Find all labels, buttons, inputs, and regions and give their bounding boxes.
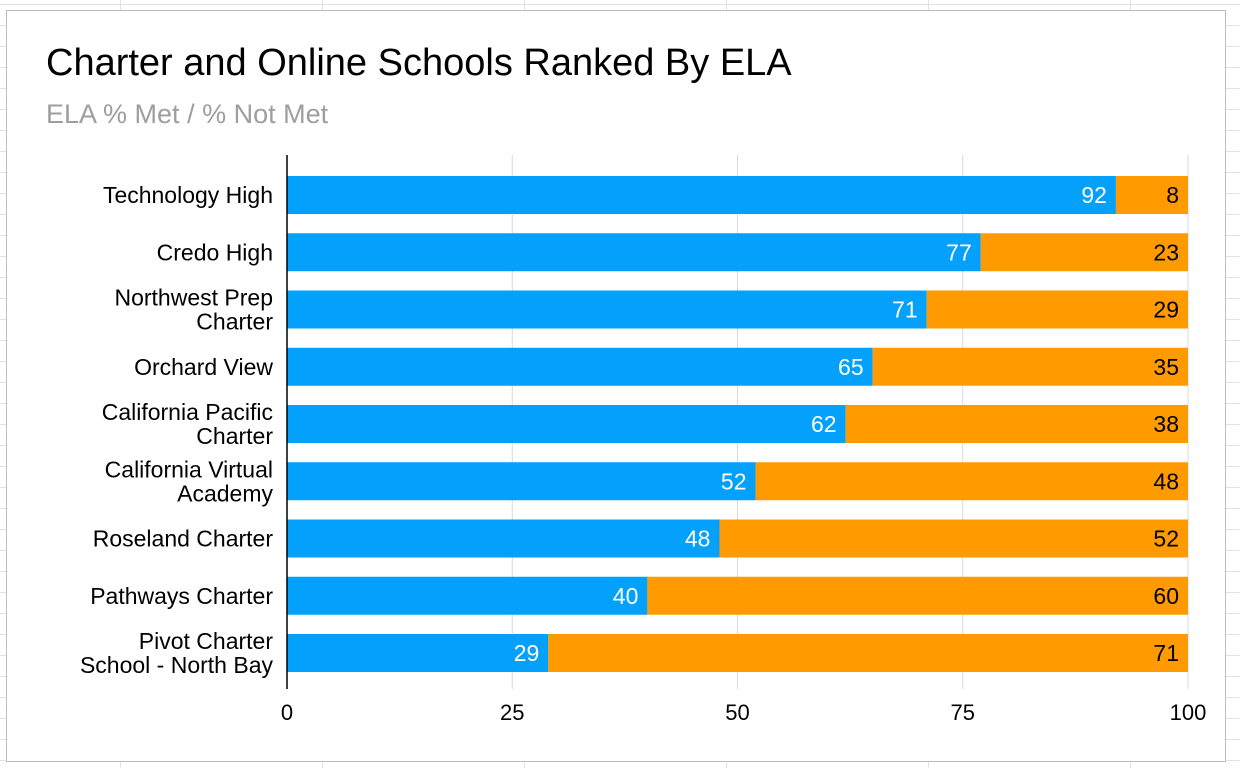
category-label: Pivot Charter School - North Bay <box>80 628 274 678</box>
bar-value-label: 52 <box>1153 526 1179 552</box>
bar-value-label: 8 <box>1166 182 1179 208</box>
category-label: California Pacific Charter <box>102 399 274 449</box>
bar-not-met <box>548 634 1188 672</box>
bar-not-met <box>719 519 1188 558</box>
bar-met <box>287 233 981 272</box>
category-label-line: Charter <box>196 309 273 335</box>
bar-met <box>287 576 648 615</box>
bar-not-met <box>1115 176 1188 214</box>
bar-met <box>287 347 873 386</box>
bar-value-label: 60 <box>1153 583 1179 609</box>
category-label: Pathways Charter <box>90 583 273 609</box>
category-label: Roseland Charter <box>93 526 274 552</box>
chart-title: Charter and Online Schools Ranked By ELA <box>46 42 792 84</box>
bar-value-label: 71 <box>1153 640 1179 666</box>
bar-met <box>287 405 846 443</box>
bar-value-label: 29 <box>1153 297 1179 323</box>
bar-not-met <box>872 347 1188 386</box>
x-tick-label: 75 <box>951 700 975 725</box>
category-label-line: Academy <box>177 480 273 506</box>
category-label-line: Technology High <box>103 182 273 208</box>
category-label-line: California Virtual <box>105 456 273 482</box>
category-label-line: Credo High <box>157 239 273 265</box>
bar-met <box>287 290 927 329</box>
bar-not-met <box>647 576 1188 615</box>
x-tick-label: 50 <box>725 700 749 725</box>
category-label-line: California Pacific <box>102 399 273 425</box>
bar-value-label: 92 <box>1081 182 1107 208</box>
bar-value-label: 38 <box>1153 411 1179 437</box>
category-label-line: Roseland Charter <box>93 526 274 552</box>
x-tick-label: 25 <box>500 700 524 725</box>
category-label: Credo High <box>157 239 273 265</box>
bar-not-met <box>755 462 1188 501</box>
bar-value-label: 65 <box>838 354 864 380</box>
bar-met <box>287 634 549 672</box>
bar-value-label: 29 <box>514 640 540 666</box>
category-label-line: Charter <box>196 423 273 449</box>
category-label-line: Pivot Charter <box>139 628 274 654</box>
bar-value-label: 48 <box>685 526 711 552</box>
bar-met <box>287 462 756 501</box>
category-label-line: School - North Bay <box>80 652 274 678</box>
category-label: Orchard View <box>134 354 273 380</box>
bar-value-label: 52 <box>721 468 747 494</box>
category-label: Northwest Prep Charter <box>114 285 273 335</box>
category-label-line: Northwest Prep <box>114 285 273 311</box>
category-label-line: Orchard View <box>134 354 273 380</box>
bar-value-label: 71 <box>892 297 918 323</box>
category-label: Technology High <box>103 182 273 208</box>
bar-not-met <box>926 290 1188 329</box>
chart-subtitle: ELA % Met / % Not Met <box>46 99 329 129</box>
bar-value-label: 77 <box>946 239 972 265</box>
bar-not-met <box>980 233 1188 272</box>
bar-value-label: 62 <box>811 411 837 437</box>
x-tick-label: 0 <box>281 700 293 725</box>
bar-met <box>287 176 1116 214</box>
bar-value-label: 23 <box>1153 239 1179 265</box>
bar-value-label: 48 <box>1153 468 1179 494</box>
x-tick-label: 100 <box>1170 700 1207 725</box>
bar-value-label: 40 <box>613 583 639 609</box>
category-label: California Virtual Academy <box>105 456 274 506</box>
bar-value-label: 35 <box>1153 354 1179 380</box>
category-label-line: Pathways Charter <box>90 583 273 609</box>
bar-met <box>287 519 720 558</box>
bar-not-met <box>845 405 1188 443</box>
